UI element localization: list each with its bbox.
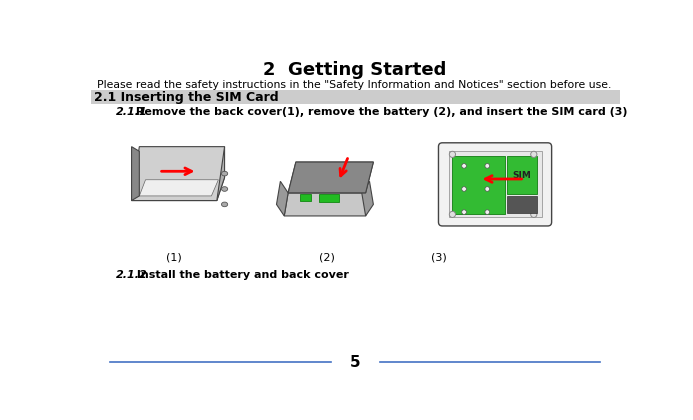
Polygon shape: [132, 147, 139, 200]
Circle shape: [462, 163, 466, 168]
Ellipse shape: [222, 202, 228, 207]
Circle shape: [449, 211, 455, 218]
Bar: [507, 196, 537, 213]
Polygon shape: [217, 147, 225, 200]
Polygon shape: [288, 162, 374, 193]
Ellipse shape: [222, 171, 228, 176]
Bar: [507, 156, 537, 194]
Text: (1): (1): [166, 252, 182, 262]
Text: 5: 5: [350, 355, 360, 370]
FancyBboxPatch shape: [439, 143, 552, 226]
Bar: [319, 194, 338, 202]
Ellipse shape: [222, 186, 228, 191]
Polygon shape: [284, 193, 369, 216]
Polygon shape: [277, 181, 288, 216]
Bar: [300, 194, 311, 200]
Text: (3): (3): [431, 252, 447, 262]
Text: SIM: SIM: [513, 171, 532, 180]
Bar: [448, 151, 541, 218]
Text: 2.1.2: 2.1.2: [116, 270, 148, 280]
Text: 2.1.1: 2.1.1: [116, 107, 148, 117]
Text: 2.1 Inserting the SIM Card: 2.1 Inserting the SIM Card: [94, 91, 279, 104]
Polygon shape: [288, 162, 374, 193]
Polygon shape: [132, 177, 225, 200]
Text: 2  Getting Started: 2 Getting Started: [263, 61, 447, 79]
Text: (2): (2): [319, 252, 335, 262]
Bar: [453, 156, 505, 214]
Text: Please read the safety instructions in the "Safety Information and Notices" sect: Please read the safety instructions in t…: [98, 80, 612, 89]
Text: Remove the back cover(1), remove the battery (2), and insert the SIM card (3): Remove the back cover(1), remove the bat…: [132, 107, 627, 117]
Circle shape: [531, 151, 537, 158]
Circle shape: [485, 186, 490, 191]
Circle shape: [485, 163, 490, 168]
Polygon shape: [132, 147, 225, 200]
Circle shape: [462, 186, 466, 191]
Text: Install the battery and back cover: Install the battery and back cover: [133, 270, 349, 280]
Bar: [91, 90, 620, 103]
Circle shape: [449, 151, 455, 158]
Polygon shape: [139, 180, 218, 196]
Polygon shape: [362, 181, 374, 216]
Circle shape: [531, 211, 537, 218]
Circle shape: [462, 210, 466, 214]
Circle shape: [485, 210, 490, 214]
